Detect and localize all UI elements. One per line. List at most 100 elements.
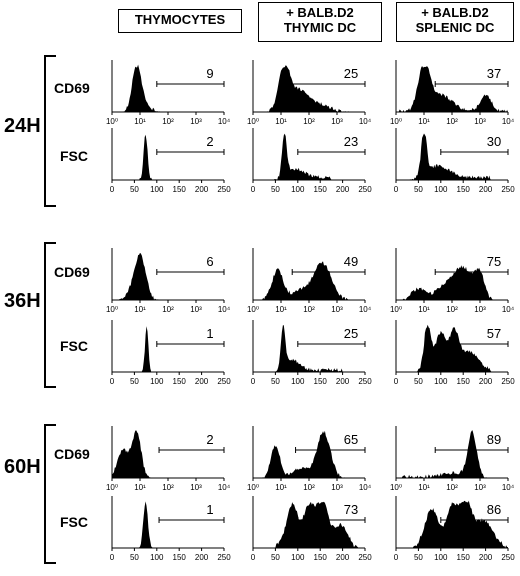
x-tick-label: 10³ (190, 117, 202, 126)
percent-label: 2 (206, 134, 213, 149)
panel-36h-fsc-0: 0 50 100 150 200 250 1 (110, 320, 231, 386)
x-tick-label: 200 (479, 377, 493, 386)
row-label-cd69-36h: CD69 (54, 264, 90, 280)
column-header-splenic-dc: + BALB.D2 SPLENIC DC (396, 2, 514, 42)
x-tick-label: 250 (358, 185, 372, 194)
x-tick-label: 10⁴ (502, 305, 515, 314)
x-tick-label: 50 (271, 377, 280, 386)
x-tick-label: 50 (130, 377, 139, 386)
histogram-area (396, 324, 508, 372)
x-tick-label: 10¹ (418, 305, 430, 314)
x-tick-label: 50 (130, 185, 139, 194)
row-label-fsc-60h: FSC (60, 514, 88, 530)
x-tick-label: 0 (394, 377, 399, 386)
x-tick-label: 10⁴ (218, 483, 231, 492)
x-tick-label: 10⁰ (390, 117, 402, 126)
x-tick-label: 0 (394, 553, 399, 562)
x-tick-label: 150 (457, 185, 471, 194)
panel-60h-fsc-2: 0 50 100 150 200 250 86 (394, 496, 515, 562)
histogram-area (253, 430, 365, 478)
x-tick-label: 150 (314, 377, 328, 386)
time-label-60h: 60H (4, 456, 41, 478)
x-tick-label: 10¹ (275, 483, 287, 492)
percent-label: 86 (487, 502, 501, 517)
x-tick-label: 150 (314, 185, 328, 194)
x-tick-label: 100 (434, 553, 448, 562)
x-tick-label: 10² (303, 483, 315, 492)
histogram-area (253, 501, 365, 548)
x-tick-label: 250 (217, 185, 231, 194)
x-tick-label: 200 (195, 185, 209, 194)
x-tick-label: 10¹ (275, 305, 287, 314)
histogram-area (396, 265, 508, 300)
bracket-60h (44, 424, 56, 564)
x-tick-label: 50 (271, 185, 280, 194)
x-tick-label: 10⁴ (502, 483, 515, 492)
percent-label: 1 (206, 502, 213, 517)
x-tick-label: 10⁴ (359, 305, 372, 314)
panel-60h-cd69-0: 10⁰ 10¹ 10² 10³ 10⁴ 2 (106, 426, 231, 492)
x-tick-label: 10⁰ (106, 117, 118, 126)
x-tick-label: 50 (414, 377, 423, 386)
x-tick-label: 0 (251, 553, 256, 562)
x-tick-label: 10¹ (134, 305, 146, 314)
x-tick-label: 10⁰ (390, 483, 402, 492)
x-tick-label: 0 (110, 185, 115, 194)
x-tick-label: 10³ (190, 305, 202, 314)
x-tick-label: 10⁰ (247, 117, 259, 126)
histogram-area (396, 66, 508, 112)
column-header-thymocytes: THYMOCYTES (118, 9, 242, 33)
x-tick-label: 100 (150, 553, 164, 562)
x-tick-label: 10¹ (134, 117, 146, 126)
histogram-area (112, 252, 224, 300)
panel-24h-fsc-1: 0 50 100 150 200 250 23 (251, 128, 372, 194)
x-tick-label: 250 (501, 553, 515, 562)
histogram-area (396, 133, 508, 180)
percent-label: 57 (487, 326, 501, 341)
x-tick-label: 10⁰ (390, 305, 402, 314)
x-tick-label: 0 (110, 553, 115, 562)
x-tick-label: 50 (414, 185, 423, 194)
bracket-24h (44, 55, 56, 207)
percent-label: 37 (487, 66, 501, 81)
percent-label: 30 (487, 134, 501, 149)
panel-60h-cd69-1: 10⁰ 10¹ 10² 10³ 10⁴ 65 (247, 426, 372, 492)
x-tick-label: 10⁰ (247, 305, 259, 314)
x-tick-label: 10² (162, 117, 174, 126)
panel-36h-cd69-0: 10⁰ 10¹ 10² 10³ 10⁴ 6 (106, 248, 231, 314)
histogram-area (253, 133, 365, 180)
percent-label: 6 (206, 254, 213, 269)
percent-label: 25 (344, 326, 358, 341)
x-tick-label: 50 (414, 553, 423, 562)
x-tick-label: 250 (217, 377, 231, 386)
column-header-thymic-dc: + BALB.D2 THYMIC DC (258, 2, 382, 42)
x-tick-label: 150 (457, 377, 471, 386)
x-tick-label: 100 (291, 553, 305, 562)
histogram-area (112, 64, 224, 112)
x-tick-label: 150 (457, 553, 471, 562)
x-tick-label: 10² (303, 305, 315, 314)
percent-label: 49 (344, 254, 358, 269)
x-tick-label: 100 (291, 185, 305, 194)
x-tick-label: 10³ (331, 117, 343, 126)
x-tick-label: 10² (162, 483, 174, 492)
panel-60h-fsc-1: 0 50 100 150 200 250 73 (251, 496, 372, 562)
x-tick-label: 250 (358, 377, 372, 386)
x-tick-label: 10⁰ (106, 305, 118, 314)
row-label-fsc-36h: FSC (60, 338, 88, 354)
percent-label: 73 (344, 502, 358, 517)
x-tick-label: 10² (446, 305, 458, 314)
x-tick-label: 250 (358, 553, 372, 562)
panel-24h-cd69-0: 10⁰ 10¹ 10² 10³ 10⁴ 9 (106, 60, 231, 126)
x-tick-label: 10³ (331, 483, 343, 492)
x-tick-label: 10⁴ (359, 483, 372, 492)
percent-label: 23 (344, 134, 358, 149)
x-tick-label: 150 (173, 553, 187, 562)
panel-36h-fsc-2: 0 50 100 150 200 250 57 (394, 320, 515, 386)
time-label-36h: 36H (4, 290, 41, 312)
x-tick-label: 10⁰ (247, 483, 259, 492)
x-tick-label: 10⁴ (218, 305, 231, 314)
x-tick-label: 10³ (190, 483, 202, 492)
x-tick-label: 100 (434, 377, 448, 386)
